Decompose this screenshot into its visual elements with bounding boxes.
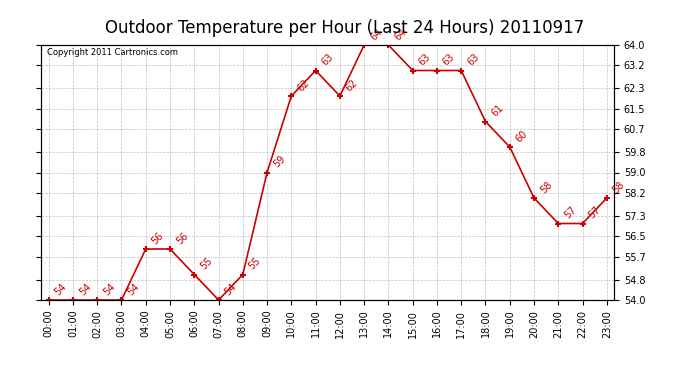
Text: 63: 63 — [441, 52, 457, 68]
Text: 64: 64 — [368, 27, 384, 42]
Text: Outdoor Temperature per Hour (Last 24 Hours) 20110917: Outdoor Temperature per Hour (Last 24 Ho… — [106, 19, 584, 37]
Text: 55: 55 — [199, 256, 215, 272]
Text: 55: 55 — [247, 256, 263, 272]
Text: 61: 61 — [490, 103, 505, 119]
Text: 57: 57 — [586, 205, 602, 221]
Text: 59: 59 — [271, 154, 287, 170]
Text: 56: 56 — [150, 230, 166, 246]
Text: 64: 64 — [393, 27, 408, 42]
Text: 58: 58 — [538, 179, 554, 195]
Text: 56: 56 — [174, 230, 190, 246]
Text: 58: 58 — [611, 179, 627, 195]
Text: Copyright 2011 Cartronics.com: Copyright 2011 Cartronics.com — [47, 48, 178, 57]
Text: 63: 63 — [319, 52, 335, 68]
Text: 54: 54 — [53, 281, 69, 297]
Text: 60: 60 — [514, 129, 530, 144]
Text: 62: 62 — [344, 77, 360, 93]
Text: 54: 54 — [126, 281, 141, 297]
Text: 63: 63 — [417, 52, 433, 68]
Text: 57: 57 — [562, 205, 578, 221]
Text: 63: 63 — [465, 52, 481, 68]
Text: 54: 54 — [101, 281, 117, 297]
Text: 54: 54 — [77, 281, 93, 297]
Text: 54: 54 — [223, 281, 239, 297]
Text: 62: 62 — [295, 77, 311, 93]
